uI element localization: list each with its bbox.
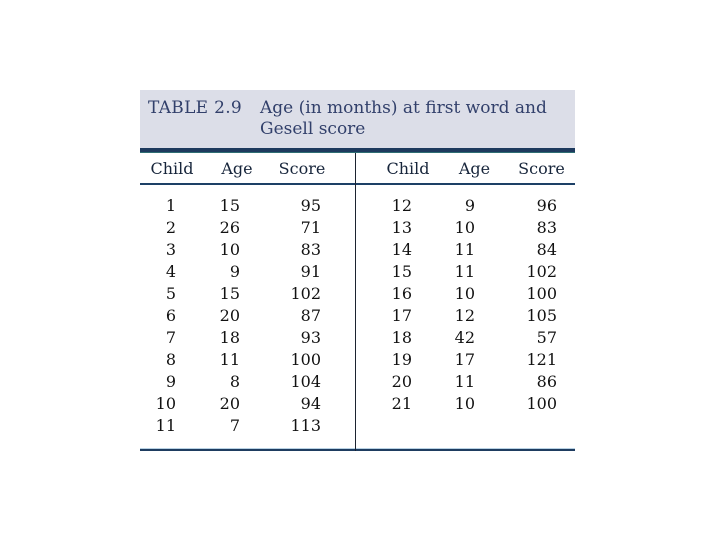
table-row: 8 11 100 19 17 121 (140, 348, 575, 370)
table-cell: 17 (391, 305, 412, 325)
table-cell: 15 (219, 195, 240, 215)
table-cell: 9 (229, 261, 240, 281)
table-row: 5 15 102 16 10 100 (140, 282, 575, 304)
table-title: Age (in months) at first word and Gesell… (260, 98, 547, 139)
table-cell: 6 (165, 305, 176, 325)
table-body: Child Age Score Child Age Score 1 15 95 12 9… (140, 153, 575, 451)
column-header-age-left: Age (221, 158, 253, 178)
table-cell: 93 (300, 327, 321, 347)
table-rows: 1 15 95 12 9 96 2 26 71 13 10 83 3 10 83 14 11 84 4 9 91 15 11… (140, 185, 575, 448)
table-cell: 15 (219, 283, 240, 303)
column-header-child-right: Child (386, 158, 430, 178)
table-cell: 57 (536, 327, 557, 347)
table-cell: 14 (391, 239, 412, 259)
table-cell: 7 (229, 415, 240, 435)
table-cell: 10 (155, 393, 176, 413)
table-cell: 96 (536, 195, 557, 215)
column-header-age-right: Age (458, 158, 491, 178)
table-cell: 83 (300, 239, 321, 259)
table-cell: 18 (391, 327, 412, 347)
table-cell: 10 (454, 393, 475, 413)
table-cell: 113 (290, 415, 321, 435)
table-cell: 11 (219, 349, 240, 369)
table-caption-band: TABLE 2.9 Age (in months) at first word … (140, 90, 575, 148)
table-cell: 17 (454, 349, 475, 369)
table-cell: 8 (229, 371, 240, 391)
table-number-label: TABLE 2.9 (148, 98, 243, 118)
table-cell: 5 (165, 283, 176, 303)
table-row: 3 10 83 14 11 84 (140, 238, 575, 260)
table-cell: 16 (391, 283, 412, 303)
column-header-score-left: Score (278, 158, 326, 178)
table-cell: 121 (526, 349, 557, 369)
table-cell: 104 (290, 371, 321, 391)
table-cell: 100 (290, 349, 321, 369)
table-cell: 10 (219, 239, 240, 259)
table-cell: 83 (536, 217, 557, 237)
table-cell: 7 (165, 327, 176, 347)
table-row: 10 20 94 21 10 100 (140, 392, 575, 414)
column-header-score-right: Score (518, 158, 565, 178)
table-cell: 15 (391, 261, 412, 281)
table-row: 6 20 87 17 12 105 (140, 304, 575, 326)
table-row: 4 9 91 15 11 102 (140, 260, 575, 282)
table-cell: 21 (391, 393, 412, 413)
table-cell: 12 (454, 305, 475, 325)
table-cell: 10 (454, 217, 475, 237)
table-cell: 95 (300, 195, 321, 215)
table-cell: 8 (165, 349, 176, 369)
table-cell: 20 (391, 371, 412, 391)
table-cell: 26 (219, 217, 240, 237)
table-cell: 4 (165, 261, 176, 281)
table-cell: 2 (165, 217, 176, 237)
table-row: 9 8 104 20 11 86 (140, 370, 575, 392)
column-header-child-left: Child (150, 158, 194, 178)
table-cell: 87 (300, 305, 321, 325)
table-cell: 11 (454, 371, 475, 391)
table-cell: 11 (454, 261, 475, 281)
table-cell: 102 (290, 283, 321, 303)
table-row: 1 15 95 12 9 96 (140, 194, 575, 216)
table-cell: 18 (219, 327, 240, 347)
table-cell: 20 (219, 305, 240, 325)
table-cell: 13 (391, 217, 412, 237)
table-cell: 9 (464, 195, 475, 215)
table-cell: 11 (155, 415, 176, 435)
table-cell: 42 (454, 327, 475, 347)
table-cell: 71 (300, 217, 321, 237)
table-row: 7 18 93 18 42 57 (140, 326, 575, 348)
table-cell: 20 (219, 393, 240, 413)
vertical-divider (355, 153, 356, 451)
table-cell: 10 (454, 283, 475, 303)
table-cell: 105 (526, 305, 557, 325)
table-cell: 11 (454, 239, 475, 259)
table-cell: 9 (165, 371, 176, 391)
column-header-row: Child Age Score Child Age Score (140, 153, 575, 185)
table-cell: 3 (165, 239, 176, 259)
table-cell: 100 (526, 393, 557, 413)
table-figure: TABLE 2.9 Age (in months) at first word … (140, 90, 575, 451)
table-cell: 86 (536, 371, 557, 391)
table-row: 11 7 113 (140, 414, 575, 436)
table-cell: 100 (526, 283, 557, 303)
table-cell: 19 (391, 349, 412, 369)
table-cell: 102 (526, 261, 557, 281)
table-cell: 12 (391, 195, 412, 215)
caption-bottom-rule (140, 148, 575, 153)
table-cell: 84 (536, 239, 557, 259)
table-row: 2 26 71 13 10 83 (140, 216, 575, 238)
table-cell: 94 (300, 393, 321, 413)
table-cell: 1 (165, 195, 176, 215)
table-bottom-rule (140, 448, 575, 451)
table-cell: 91 (300, 261, 321, 281)
